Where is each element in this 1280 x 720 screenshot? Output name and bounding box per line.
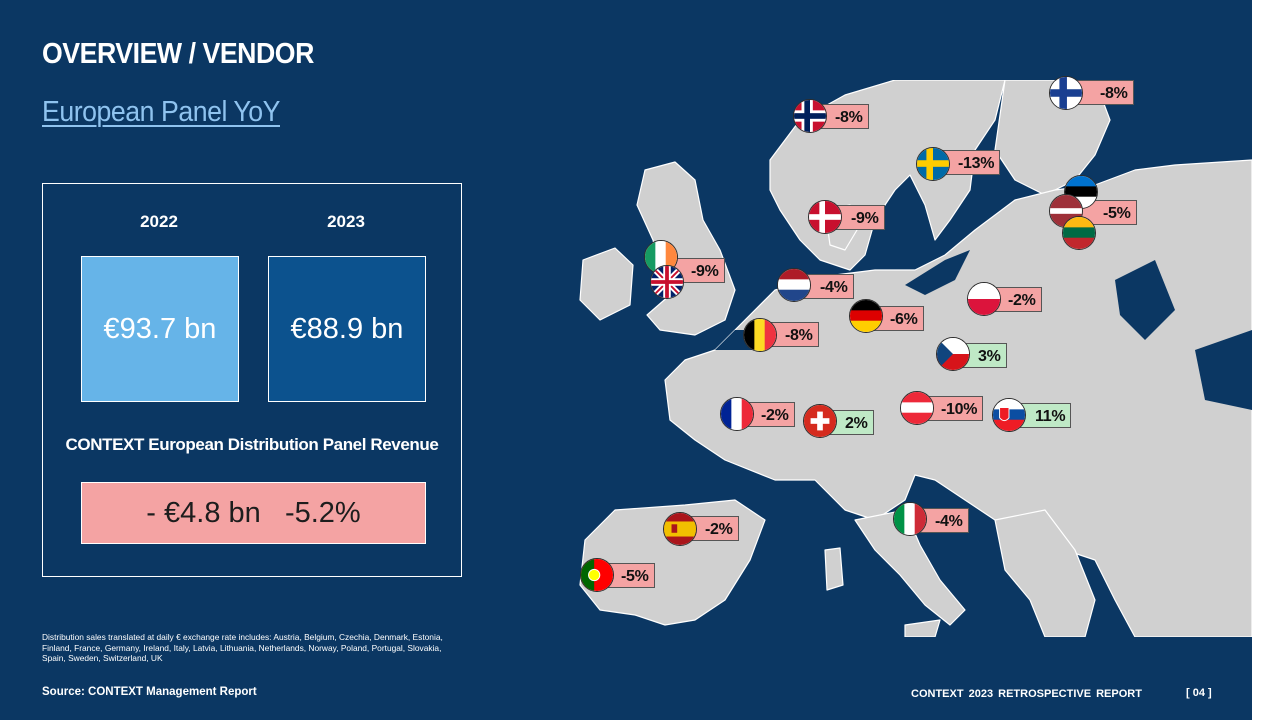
revenue-delta-box: - €4.8 bn -5.2% bbox=[81, 482, 426, 544]
badge-finland: -8% bbox=[1077, 80, 1134, 105]
page-title: OVERVIEW / VENDOR bbox=[42, 38, 314, 70]
page-subtitle-link[interactable]: European Panel YoY bbox=[42, 96, 280, 128]
page-number: [ 04 ] bbox=[1186, 687, 1212, 699]
poland-flag-icon bbox=[967, 282, 1001, 316]
panel-caption: CONTEXT European Distribution Panel Reve… bbox=[65, 435, 439, 454]
belgium-flag-icon bbox=[743, 318, 777, 352]
austria-flag-icon bbox=[900, 391, 934, 425]
italy-flag-icon bbox=[893, 502, 927, 536]
revenue-2022-box: €93.7 bn bbox=[81, 256, 239, 402]
lithuania-flag-icon bbox=[1062, 216, 1096, 250]
switzerland-flag-icon bbox=[803, 404, 837, 438]
portugal-flag-icon bbox=[580, 558, 614, 592]
footnote: Distribution sales translated at daily €… bbox=[42, 632, 443, 664]
year-2022-label: 2022 bbox=[140, 212, 178, 231]
france-flag-icon bbox=[720, 397, 754, 431]
uk-flag-icon bbox=[650, 265, 684, 299]
norway-flag-icon bbox=[793, 99, 827, 133]
germany-flag-icon bbox=[849, 299, 883, 333]
denmark-flag-icon bbox=[808, 200, 842, 234]
finland-flag-icon bbox=[1049, 76, 1083, 110]
europe-map bbox=[575, 80, 1252, 637]
netherlands-flag-icon bbox=[777, 268, 811, 302]
revenue-2023-box: €88.9 bn bbox=[268, 256, 426, 402]
report-name: CONTEXT 2023 RETROSPECTIVE REPORT bbox=[911, 688, 1142, 700]
year-2023-label: 2023 bbox=[327, 212, 365, 231]
badge-belgium: -8% bbox=[762, 322, 819, 347]
source-note: Source: CONTEXT Management Report bbox=[42, 686, 257, 698]
sweden-flag-icon bbox=[916, 147, 950, 181]
revenue-panel bbox=[42, 183, 462, 577]
slovakia-flag-icon bbox=[992, 398, 1026, 432]
spain-flag-icon bbox=[663, 512, 697, 546]
right-edge-strip bbox=[1252, 0, 1280, 720]
czechia-flag-icon bbox=[936, 337, 970, 371]
